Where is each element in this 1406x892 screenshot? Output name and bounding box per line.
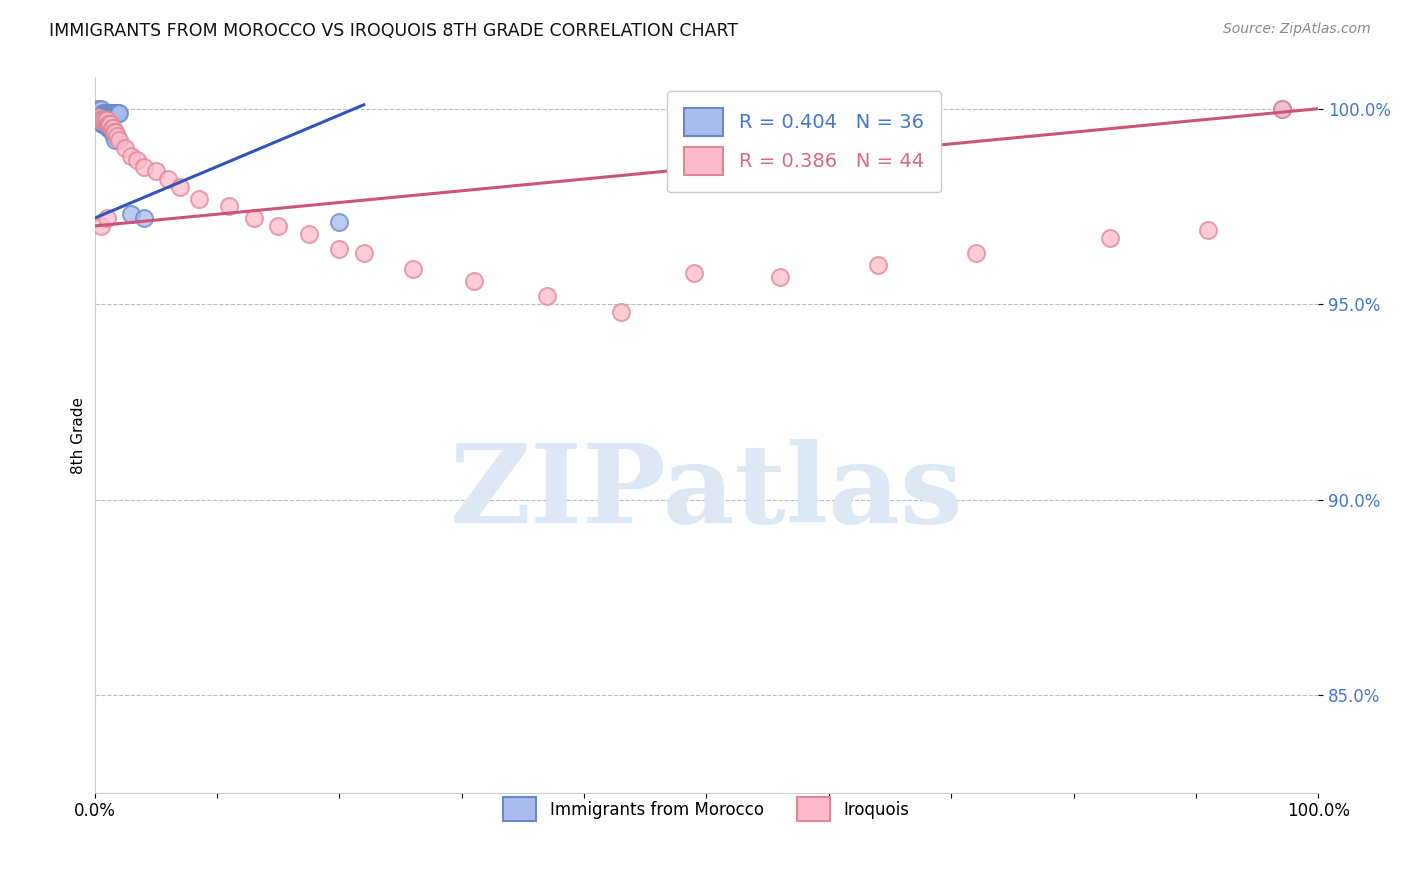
Point [98,121,121,136]
Text: ZIPatlas: ZIPatlas [450,439,963,546]
Point [91,105,114,120]
Point [104,125,127,139]
Point [90,102,112,116]
Point [100,117,122,131]
Legend: Immigrants from Morocco, Iroquois: Immigrants from Morocco, Iroquois [489,784,924,834]
Point [100,121,122,136]
Point [187,192,209,206]
Point [328,215,350,229]
Point [1270,102,1292,116]
Point [156,172,179,186]
Point [108,105,131,120]
Point [328,243,350,257]
Point [104,105,127,120]
Point [105,105,128,120]
Point [93,113,115,128]
Point [105,129,128,144]
Point [93,117,115,131]
Point [132,161,155,175]
Point [87,113,110,128]
Point [97,105,120,120]
Point [89,113,111,128]
Point [298,227,321,241]
Point [103,129,125,144]
Point [127,153,149,167]
Point [94,117,117,131]
Point [89,113,111,128]
Point [103,105,125,120]
Point [96,105,118,120]
Point [132,211,155,226]
Point [1197,223,1219,237]
Point [100,105,122,120]
Point [94,105,117,120]
Point [1270,102,1292,116]
Point [90,219,112,233]
Point [769,269,792,284]
Text: IMMIGRANTS FROM MOROCCO VS IROQUOIS 8TH GRADE CORRELATION CHART: IMMIGRANTS FROM MOROCCO VS IROQUOIS 8TH … [49,22,738,40]
Y-axis label: 8th Grade: 8th Grade [72,397,86,474]
Point [114,141,136,155]
Point [96,113,118,128]
Point [1099,230,1122,244]
Point [120,148,142,162]
Point [610,305,633,319]
Point [683,266,706,280]
Point [96,117,118,131]
Point [98,117,121,131]
Point [97,117,120,131]
Point [100,125,122,139]
Point [101,105,124,120]
Point [866,258,889,272]
Point [103,125,125,139]
Point [87,110,110,124]
Point [90,113,112,128]
Point [87,102,110,116]
Point [965,246,987,260]
Point [108,133,131,147]
Point [218,199,240,213]
Point [100,105,122,120]
Point [98,105,121,120]
Point [463,274,485,288]
Point [94,113,117,128]
Point [91,113,114,128]
Point [96,211,118,226]
Point [97,121,120,136]
Point [90,117,112,131]
Point [101,125,124,139]
Point [536,289,558,303]
Point [93,105,115,120]
Point [242,211,264,226]
Point [353,246,375,260]
Text: Source: ZipAtlas.com: Source: ZipAtlas.com [1223,22,1371,37]
Point [104,133,127,147]
Point [120,207,142,221]
Point [90,113,112,128]
Point [402,262,425,277]
Point [101,121,124,136]
Point [90,113,112,128]
Point [91,117,114,131]
Point [145,164,167,178]
Point [100,121,122,136]
Point [267,219,290,233]
Point [107,105,129,120]
Point [90,113,112,128]
Point [169,179,191,194]
